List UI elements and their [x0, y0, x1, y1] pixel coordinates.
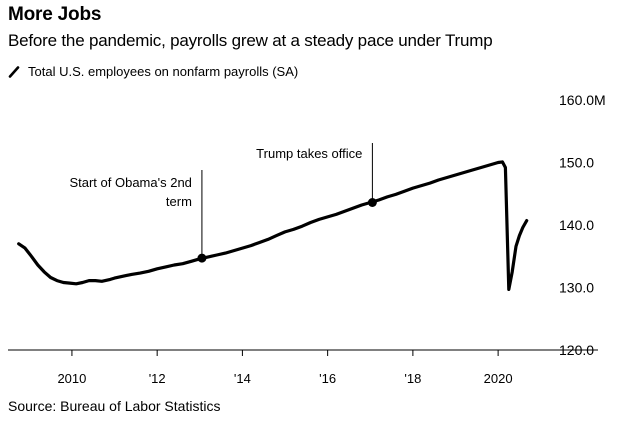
y-tick-label: 160.0M: [559, 92, 606, 108]
y-tick-label: 150.0: [559, 155, 594, 171]
annotation-label: Trump takes office: [256, 146, 362, 161]
x-tick-label: '18: [404, 371, 421, 386]
chart-title: More Jobs: [8, 4, 102, 25]
y-tick-label: 140.0: [559, 217, 594, 233]
annotation-marker: [197, 253, 207, 263]
annotation-label: Start of Obama's 2nd: [69, 175, 191, 190]
series-line: [17, 160, 529, 291]
annotation-label: term: [166, 194, 192, 209]
x-tick-label: '14: [234, 371, 251, 386]
y-tick-label: 120.0: [559, 342, 594, 358]
legend-label: Total U.S. employees on nonfarm payrolls…: [28, 64, 299, 79]
x-tick-label: '16: [319, 371, 336, 386]
y-tick-label: 130.0: [559, 280, 594, 296]
legend: Total U.S. employees on nonfarm payrolls…: [8, 64, 298, 79]
x-tick-label: '12: [149, 371, 166, 386]
chart-subtitle: Before the pandemic, payrolls grew at a …: [8, 31, 493, 50]
source-note: Source: Bureau of Labor Statistics: [8, 398, 221, 414]
x-tick-label: 2020: [484, 371, 513, 386]
annotation-marker: [367, 198, 377, 207]
legend-line-icon: [8, 65, 20, 78]
x-tick-label: 2010: [57, 371, 86, 386]
